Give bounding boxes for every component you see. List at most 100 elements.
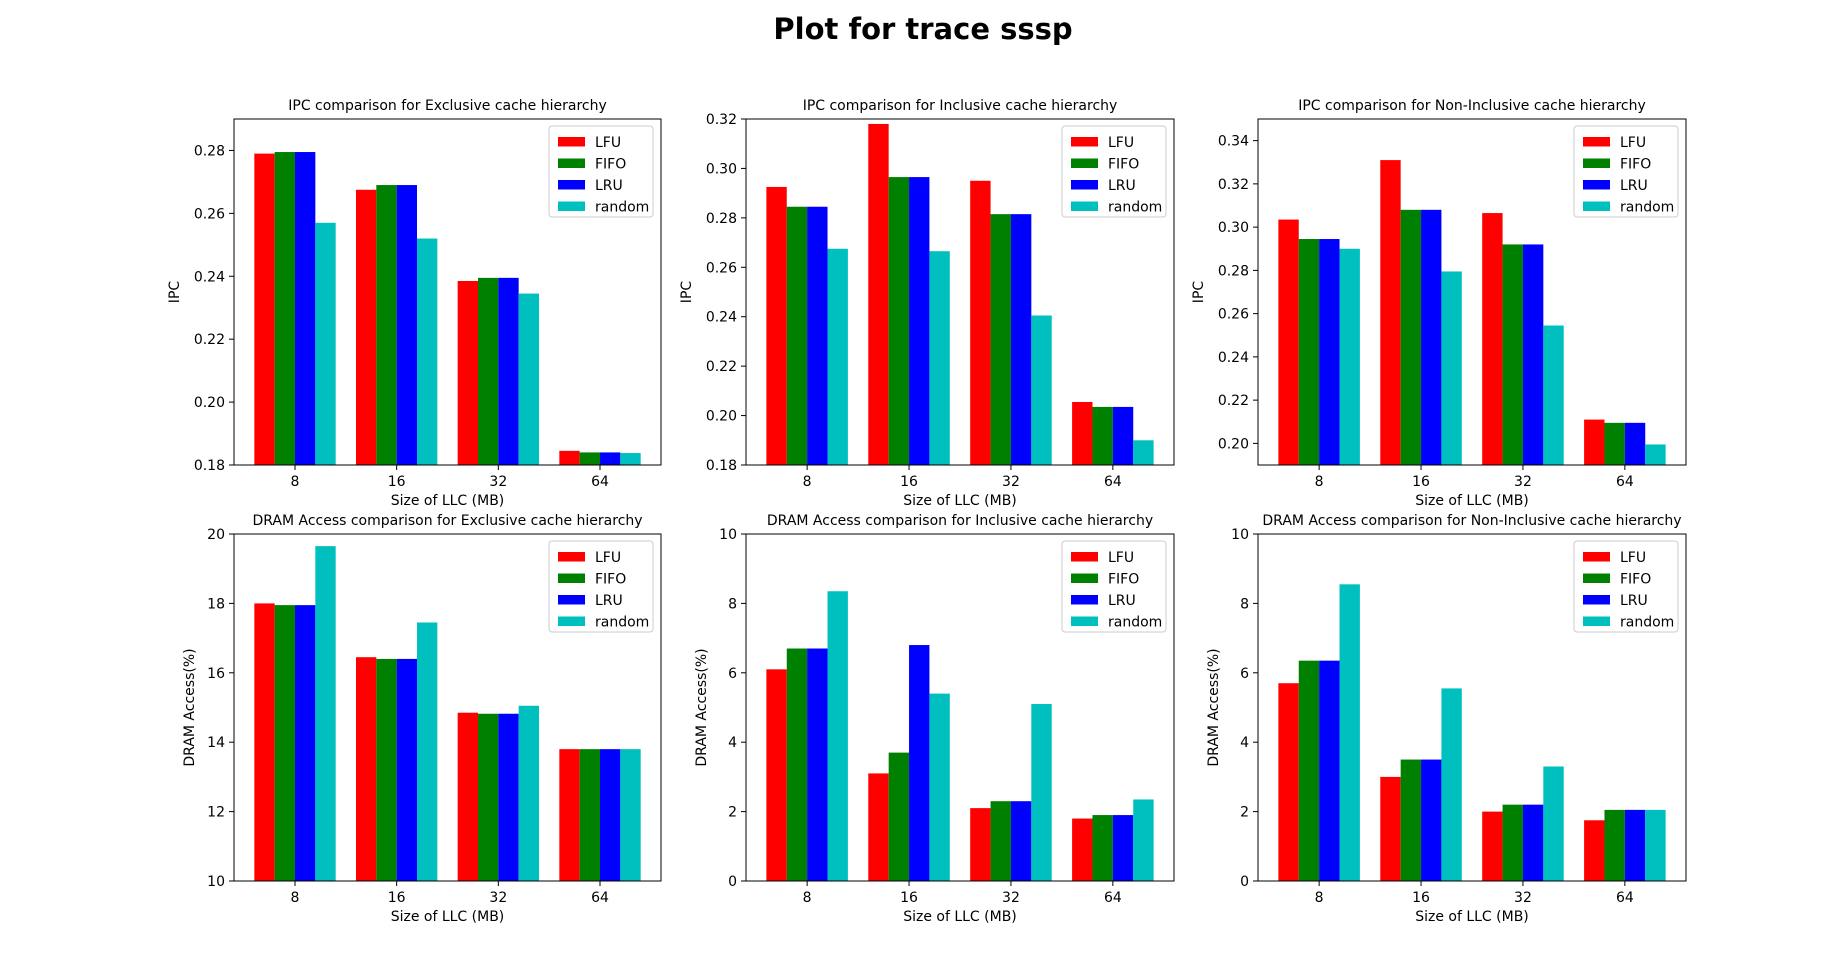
bar-lfu-16 [356,657,377,881]
bar-lfu-64 [559,749,580,881]
legend-swatch-lru [1583,595,1610,605]
legend-label-random: random [595,200,649,216]
legend-label-lfu: LFU [1620,550,1646,566]
bar-lfu-16 [1380,160,1401,465]
bar-random-64 [1133,799,1154,881]
chart-title: IPC comparison for Inclusive cache hiera… [803,98,1118,114]
bar-random-64 [1645,809,1666,881]
bar-lru-8 [807,648,828,881]
bar-lru-64 [1624,422,1646,465]
x-tick-label: 16 [388,474,406,490]
legend-swatch-lfu [1071,137,1098,147]
legend-swatch-lru [558,180,585,190]
y-tick-label: 0.30 [1218,220,1249,236]
y-tick-label: 0.32 [706,112,737,128]
bar-lfu-16 [868,773,889,881]
legend-swatch-fifo [558,158,585,168]
bar-fifo-16 [1400,759,1422,881]
axes-frame [1257,533,1687,882]
bar-fifo-32 [1502,244,1523,465]
y-tick-label: 6 [728,666,737,682]
y-tick-label: 0.34 [1218,134,1249,150]
y-tick-label: 10 [1231,527,1249,543]
bar-random-32 [1031,315,1052,465]
legend: LFU FIFO LRU random [1573,125,1679,218]
bar-lru-16 [1421,759,1442,881]
bar-lfu-64 [1584,419,1605,465]
y-axis-label: DRAM Access(%) [694,648,710,766]
legend-swatch-lfu [1583,552,1610,562]
legend-swatch-fifo [1583,573,1610,583]
subplot-6: DRAM Access comparison for Non-Inclusive… [1206,513,1687,925]
y-tick-label: 0.18 [194,458,225,474]
bar-fifo-8 [274,152,295,465]
bar-lfu-8 [1278,219,1299,465]
bar-lfu-32 [970,808,991,881]
bar-random-32 [1543,766,1564,881]
bar-fifo-8 [1298,239,1320,465]
y-tick-label: 0.26 [706,260,737,276]
bar-fifo-16 [888,177,910,465]
bar-fifo-8 [274,605,295,881]
bar-lru-16 [396,658,417,881]
legend-label-random: random [1108,615,1162,631]
bar-lfu-8 [254,153,275,465]
bar-fifo-64 [579,749,600,881]
y-axis-label: IPC [679,281,695,304]
bar-lfu-16 [356,189,377,465]
legend-box [1061,125,1167,218]
bar-fifo-16 [376,658,397,881]
bar-fifo-16 [888,752,910,881]
bar-random-64 [1133,440,1154,465]
bar-random-16 [929,251,950,465]
x-axis-label: Size of LLC (MB) [903,493,1017,509]
bar-fifo-64 [1604,422,1625,465]
y-tick-label: 0.22 [194,332,225,348]
legend-swatch-lru [558,595,585,605]
x-tick-label: 16 [900,474,918,490]
bar-fifo-8 [786,206,808,466]
x-tick-label: 32 [489,474,507,490]
bar-lru-64 [600,452,621,465]
y-tick-label: 0 [1240,874,1249,890]
y-tick-label: 2 [728,805,737,821]
bar-lru-16 [909,177,930,465]
bar-lru-64 [1112,815,1134,881]
bar-lfu-64 [1072,818,1093,881]
x-tick-label: 16 [1412,474,1430,490]
bar-lfu-32 [1482,811,1503,881]
legend-label-lru: LRU [1620,178,1648,194]
bar-lfu-8 [766,669,787,881]
legend-label-fifo: FIFO [1620,157,1651,173]
legend-swatch-lfu [558,137,585,147]
bar-random-16 [929,693,950,881]
bar-random-32 [1543,325,1564,465]
legend-label-lfu: LFU [595,135,621,151]
y-tick-label: 0.22 [706,359,737,375]
bar-random-8 [1339,584,1360,881]
bar-lfu-16 [1380,776,1401,881]
bar-lru-64 [1624,809,1646,881]
bar-random-8 [1339,248,1360,465]
y-tick-label: 0.20 [706,409,737,425]
legend-label-random: random [1620,200,1674,216]
bar-lru-32 [498,277,519,465]
x-tick-label: 8 [803,890,812,906]
y-tick-label: 14 [207,735,225,751]
bar-fifo-16 [376,185,397,466]
legend-label-fifo: FIFO [1108,157,1139,173]
y-axis-label: DRAM Access(%) [182,648,198,766]
axes-frame [745,533,1175,882]
y-tick-label: 0.28 [706,211,737,227]
x-tick-label: 16 [388,890,406,906]
legend-swatch-fifo [1071,158,1098,168]
legend-box [1061,540,1167,633]
legend-swatch-lfu [558,552,585,562]
legend-swatch-fifo [1071,573,1098,583]
y-tick-label: 2 [1240,805,1249,821]
bar-lfu-32 [457,280,478,465]
x-tick-label: 64 [591,890,609,906]
legend-label-fifo: FIFO [595,572,626,588]
